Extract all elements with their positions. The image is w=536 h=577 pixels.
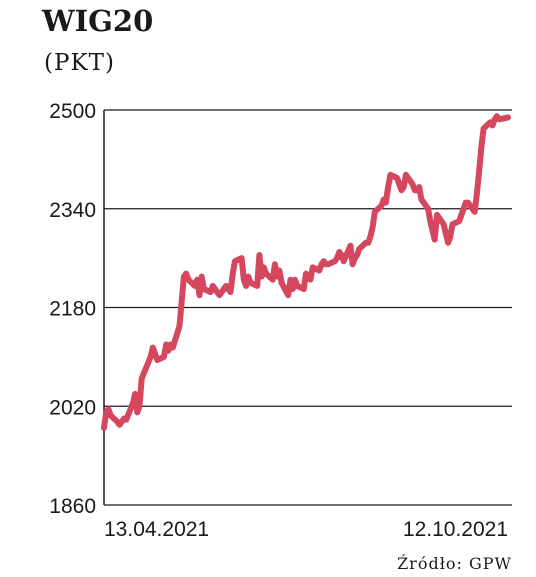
- x-tick-label: 13.04.2021: [104, 518, 209, 541]
- y-tick-label: 2180: [49, 298, 96, 321]
- gridlines: [104, 109, 512, 506]
- x-tick-labels: 13.04.2021 12.10.2021: [104, 518, 508, 541]
- y-tick-labels: 1860 2020 2180 2340 2500: [49, 100, 96, 518]
- y-tick-label: 1860: [49, 495, 96, 518]
- series-line-wig20: [101, 113, 511, 431]
- y-tick-label: 2500: [49, 100, 96, 123]
- chart-subtitle: (PKT): [44, 50, 115, 76]
- x-tick-label: 12.10.2021: [403, 518, 508, 541]
- source-note: Źródło: GPW: [397, 554, 512, 573]
- chart-title: WIG20: [42, 4, 154, 38]
- y-tick-label: 2340: [49, 199, 96, 222]
- y-tick-label: 2020: [49, 396, 96, 419]
